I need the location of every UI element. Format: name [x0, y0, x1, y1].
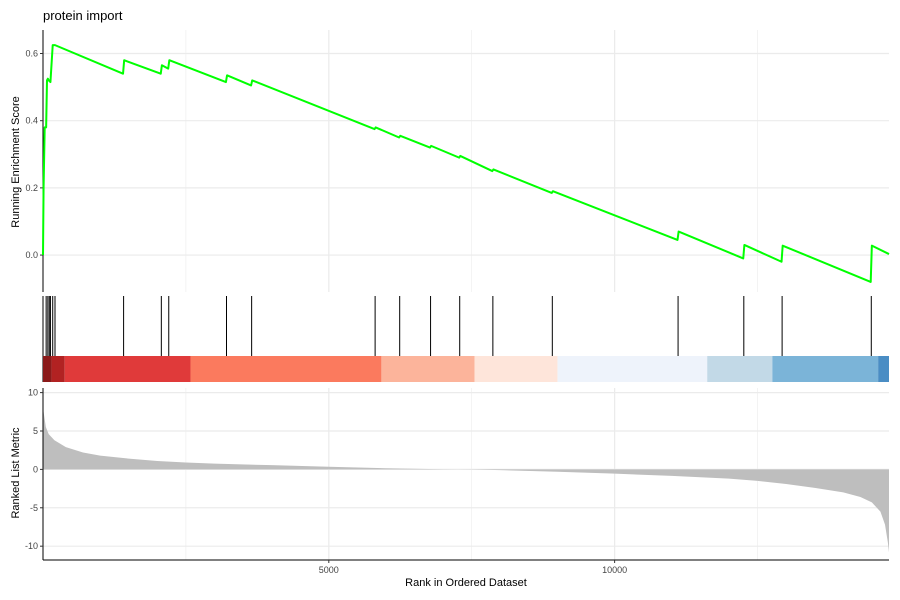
es-y-tick-label: 0.0: [25, 250, 38, 260]
metric-y-tick-label: 5: [33, 426, 38, 436]
color-bar-segment: [772, 356, 879, 382]
x-tick-label: 5000: [319, 565, 339, 575]
rank-color-bar: [43, 356, 889, 382]
x-axis-label: Rank in Ordered Dataset: [405, 577, 527, 589]
metric-y-tick-label: 0: [33, 464, 38, 474]
metric-y-tick-label: 10: [28, 388, 38, 398]
es-y-tick-label: 0.4: [25, 116, 38, 126]
metric-y-tick-label: -10: [25, 541, 38, 551]
ranked-metric-area: [43, 407, 889, 553]
chart-title: protein import: [43, 8, 123, 23]
running-score-line: [42, 44, 890, 283]
color-bar-segment: [557, 356, 708, 382]
x-tick-label: 10000: [602, 565, 627, 575]
es-y-tick-label: 0.2: [25, 183, 38, 193]
running-score-panel: 0.0 0.2 0.4 0.6: [25, 30, 890, 292]
color-bar-segment: [381, 356, 475, 382]
es-y-axis-label: Running Enrichment Score: [10, 96, 22, 227]
metric-y-axis-label: Ranked List Metric: [10, 427, 22, 519]
color-bar-segment: [878, 356, 889, 382]
es-y-tick-label: 0.6: [25, 49, 38, 59]
color-bar-segment: [64, 356, 191, 382]
ranked-metric-panel: 10 5 0 -5 -10 5000 10000: [25, 388, 889, 575]
color-bar-segment: [51, 356, 65, 382]
metric-y-tick-label: -5: [30, 503, 38, 513]
color-bar-segment: [707, 356, 773, 382]
color-bar-segment: [474, 356, 558, 382]
color-bar-segment: [43, 356, 52, 382]
color-bar-segment: [190, 356, 382, 382]
